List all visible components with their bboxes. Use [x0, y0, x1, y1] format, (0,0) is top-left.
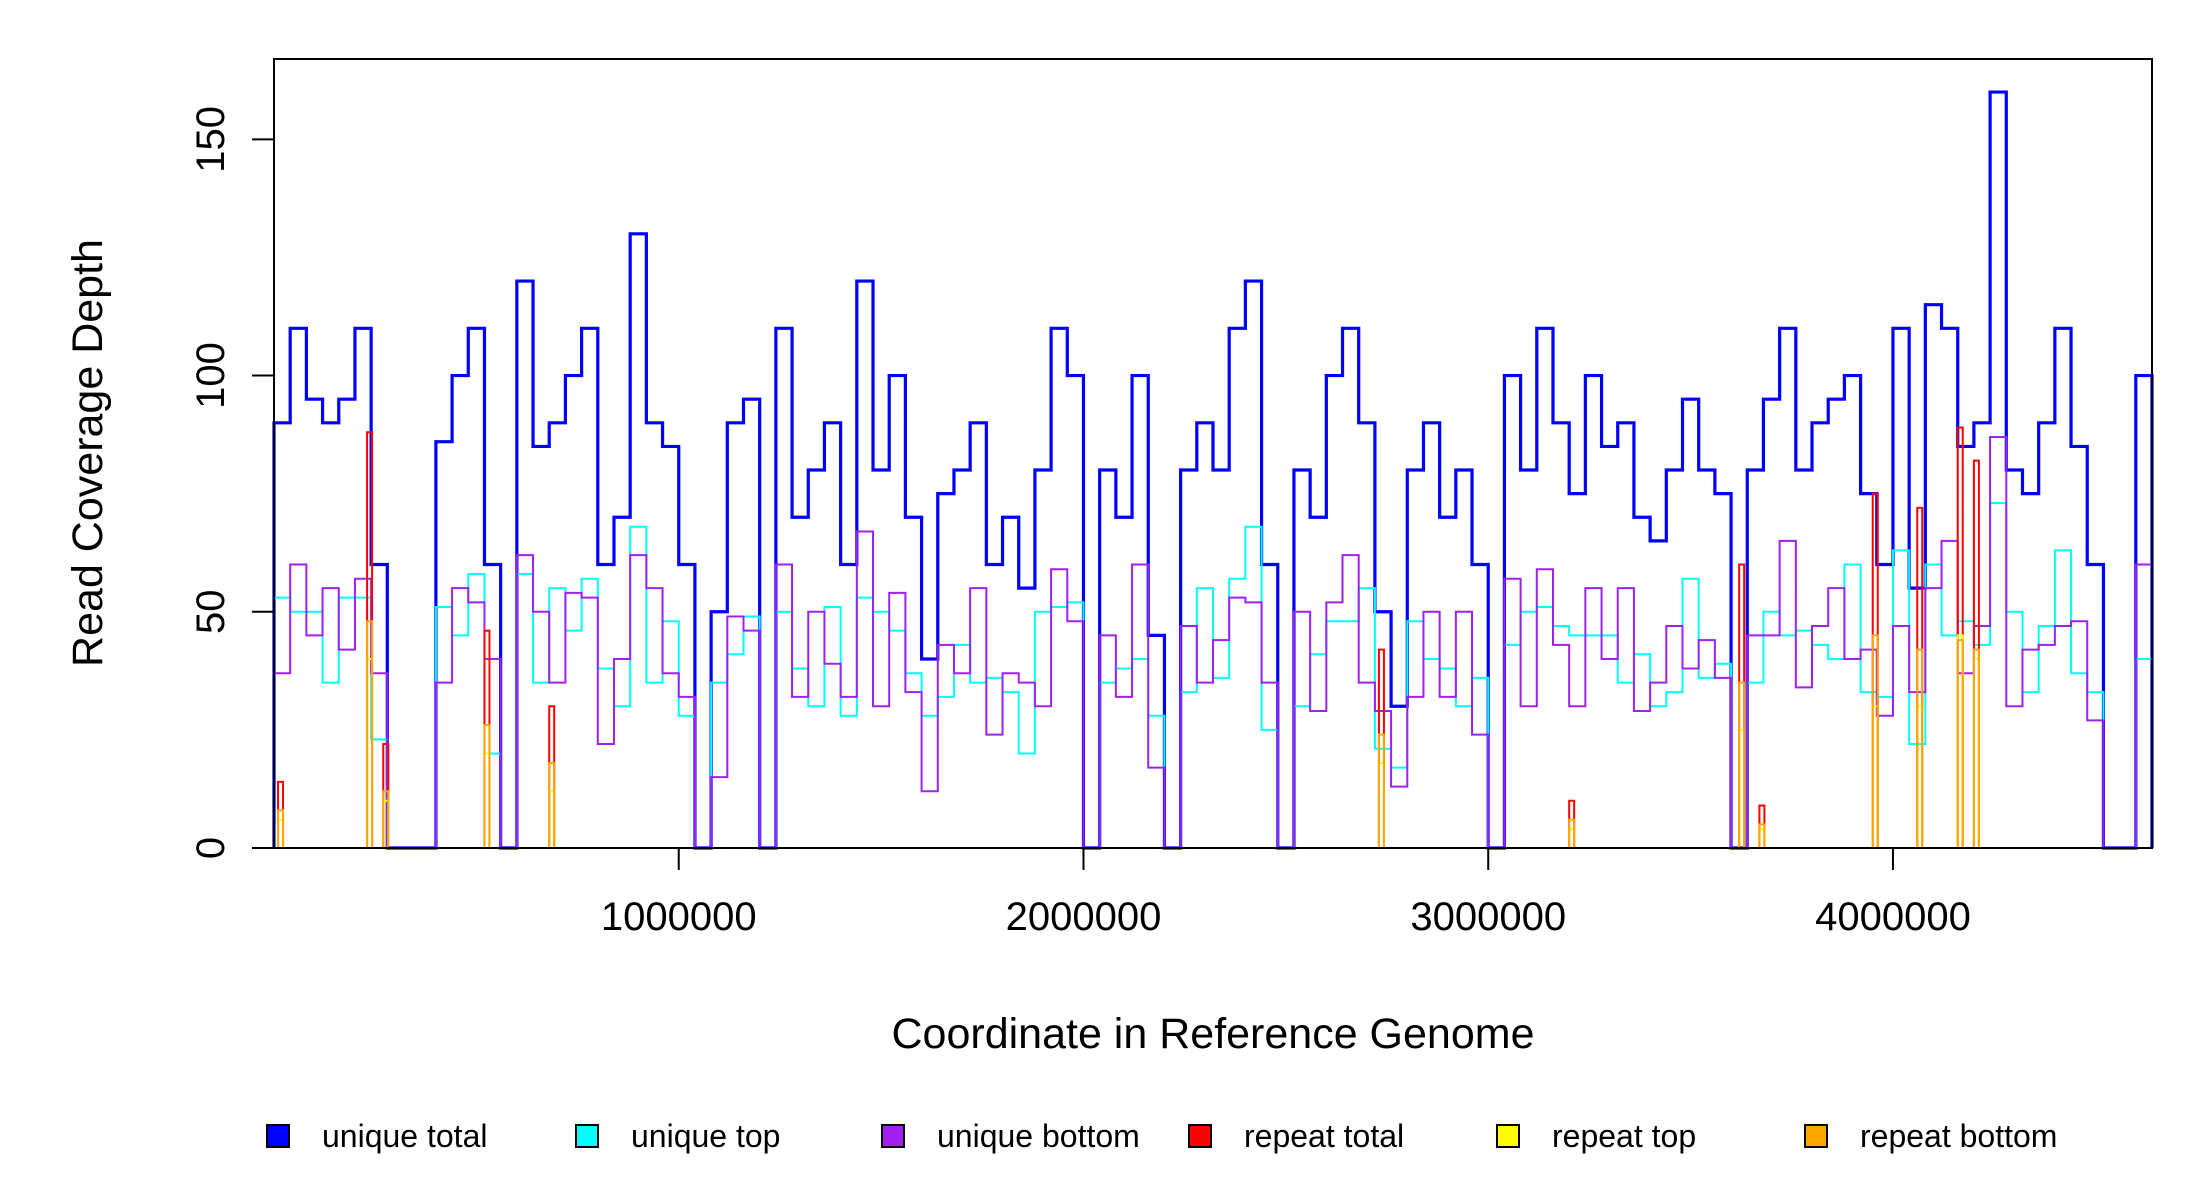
legend-item-unique-total: unique total	[266, 1118, 487, 1154]
legend-item-repeat-top: repeat top	[1496, 1118, 1696, 1154]
legend-swatch	[266, 1124, 290, 1148]
legend-swatch	[1188, 1124, 1212, 1148]
legend-swatch	[1496, 1124, 1520, 1148]
series-layer	[272, 90, 2154, 850]
legend-label: repeat total	[1244, 1118, 1404, 1154]
y-tick-label: 100	[189, 342, 233, 409]
legend-label: unique top	[631, 1118, 780, 1154]
y-tick-label: 150	[189, 106, 233, 173]
legend-label: unique bottom	[937, 1118, 1140, 1154]
legend: unique total unique top unique bottom repea…	[266, 1118, 2057, 1154]
legend-swatch	[881, 1124, 905, 1148]
legend-item-repeat-total: repeat total	[1188, 1118, 1404, 1154]
legend-label: unique total	[322, 1118, 487, 1154]
legend-item-unique-top: unique top	[575, 1118, 780, 1154]
legend-swatch	[1804, 1124, 1828, 1148]
axes-layer: 1000000 2000000 3000000 4000000 0 50 100 150	[189, 106, 1971, 939]
legend-label: repeat bottom	[1860, 1118, 2057, 1154]
y-tick-label: 50	[189, 590, 233, 635]
y-axis-label: Read Coverage Depth	[64, 239, 112, 667]
legend-swatch	[575, 1124, 599, 1148]
series-line-unique-bottom	[273, 435, 2153, 849]
x-axis-label: Coordinate in Reference Genome	[892, 1010, 1535, 1058]
x-tick-label: 4000000	[1815, 895, 1971, 939]
plot-frame	[273, 58, 2153, 849]
legend-label: repeat top	[1552, 1118, 1696, 1154]
legend-item-unique-bottom: unique bottom	[881, 1118, 1140, 1154]
x-tick-label: 3000000	[1410, 895, 1566, 939]
x-tick-label: 2000000	[1006, 895, 1162, 939]
x-tick-label: 1000000	[601, 895, 757, 939]
series-line-unique-total	[272, 90, 2154, 850]
y-tick-label: 0	[189, 837, 233, 859]
legend-item-repeat-bottom: repeat bottom	[1804, 1118, 2057, 1154]
